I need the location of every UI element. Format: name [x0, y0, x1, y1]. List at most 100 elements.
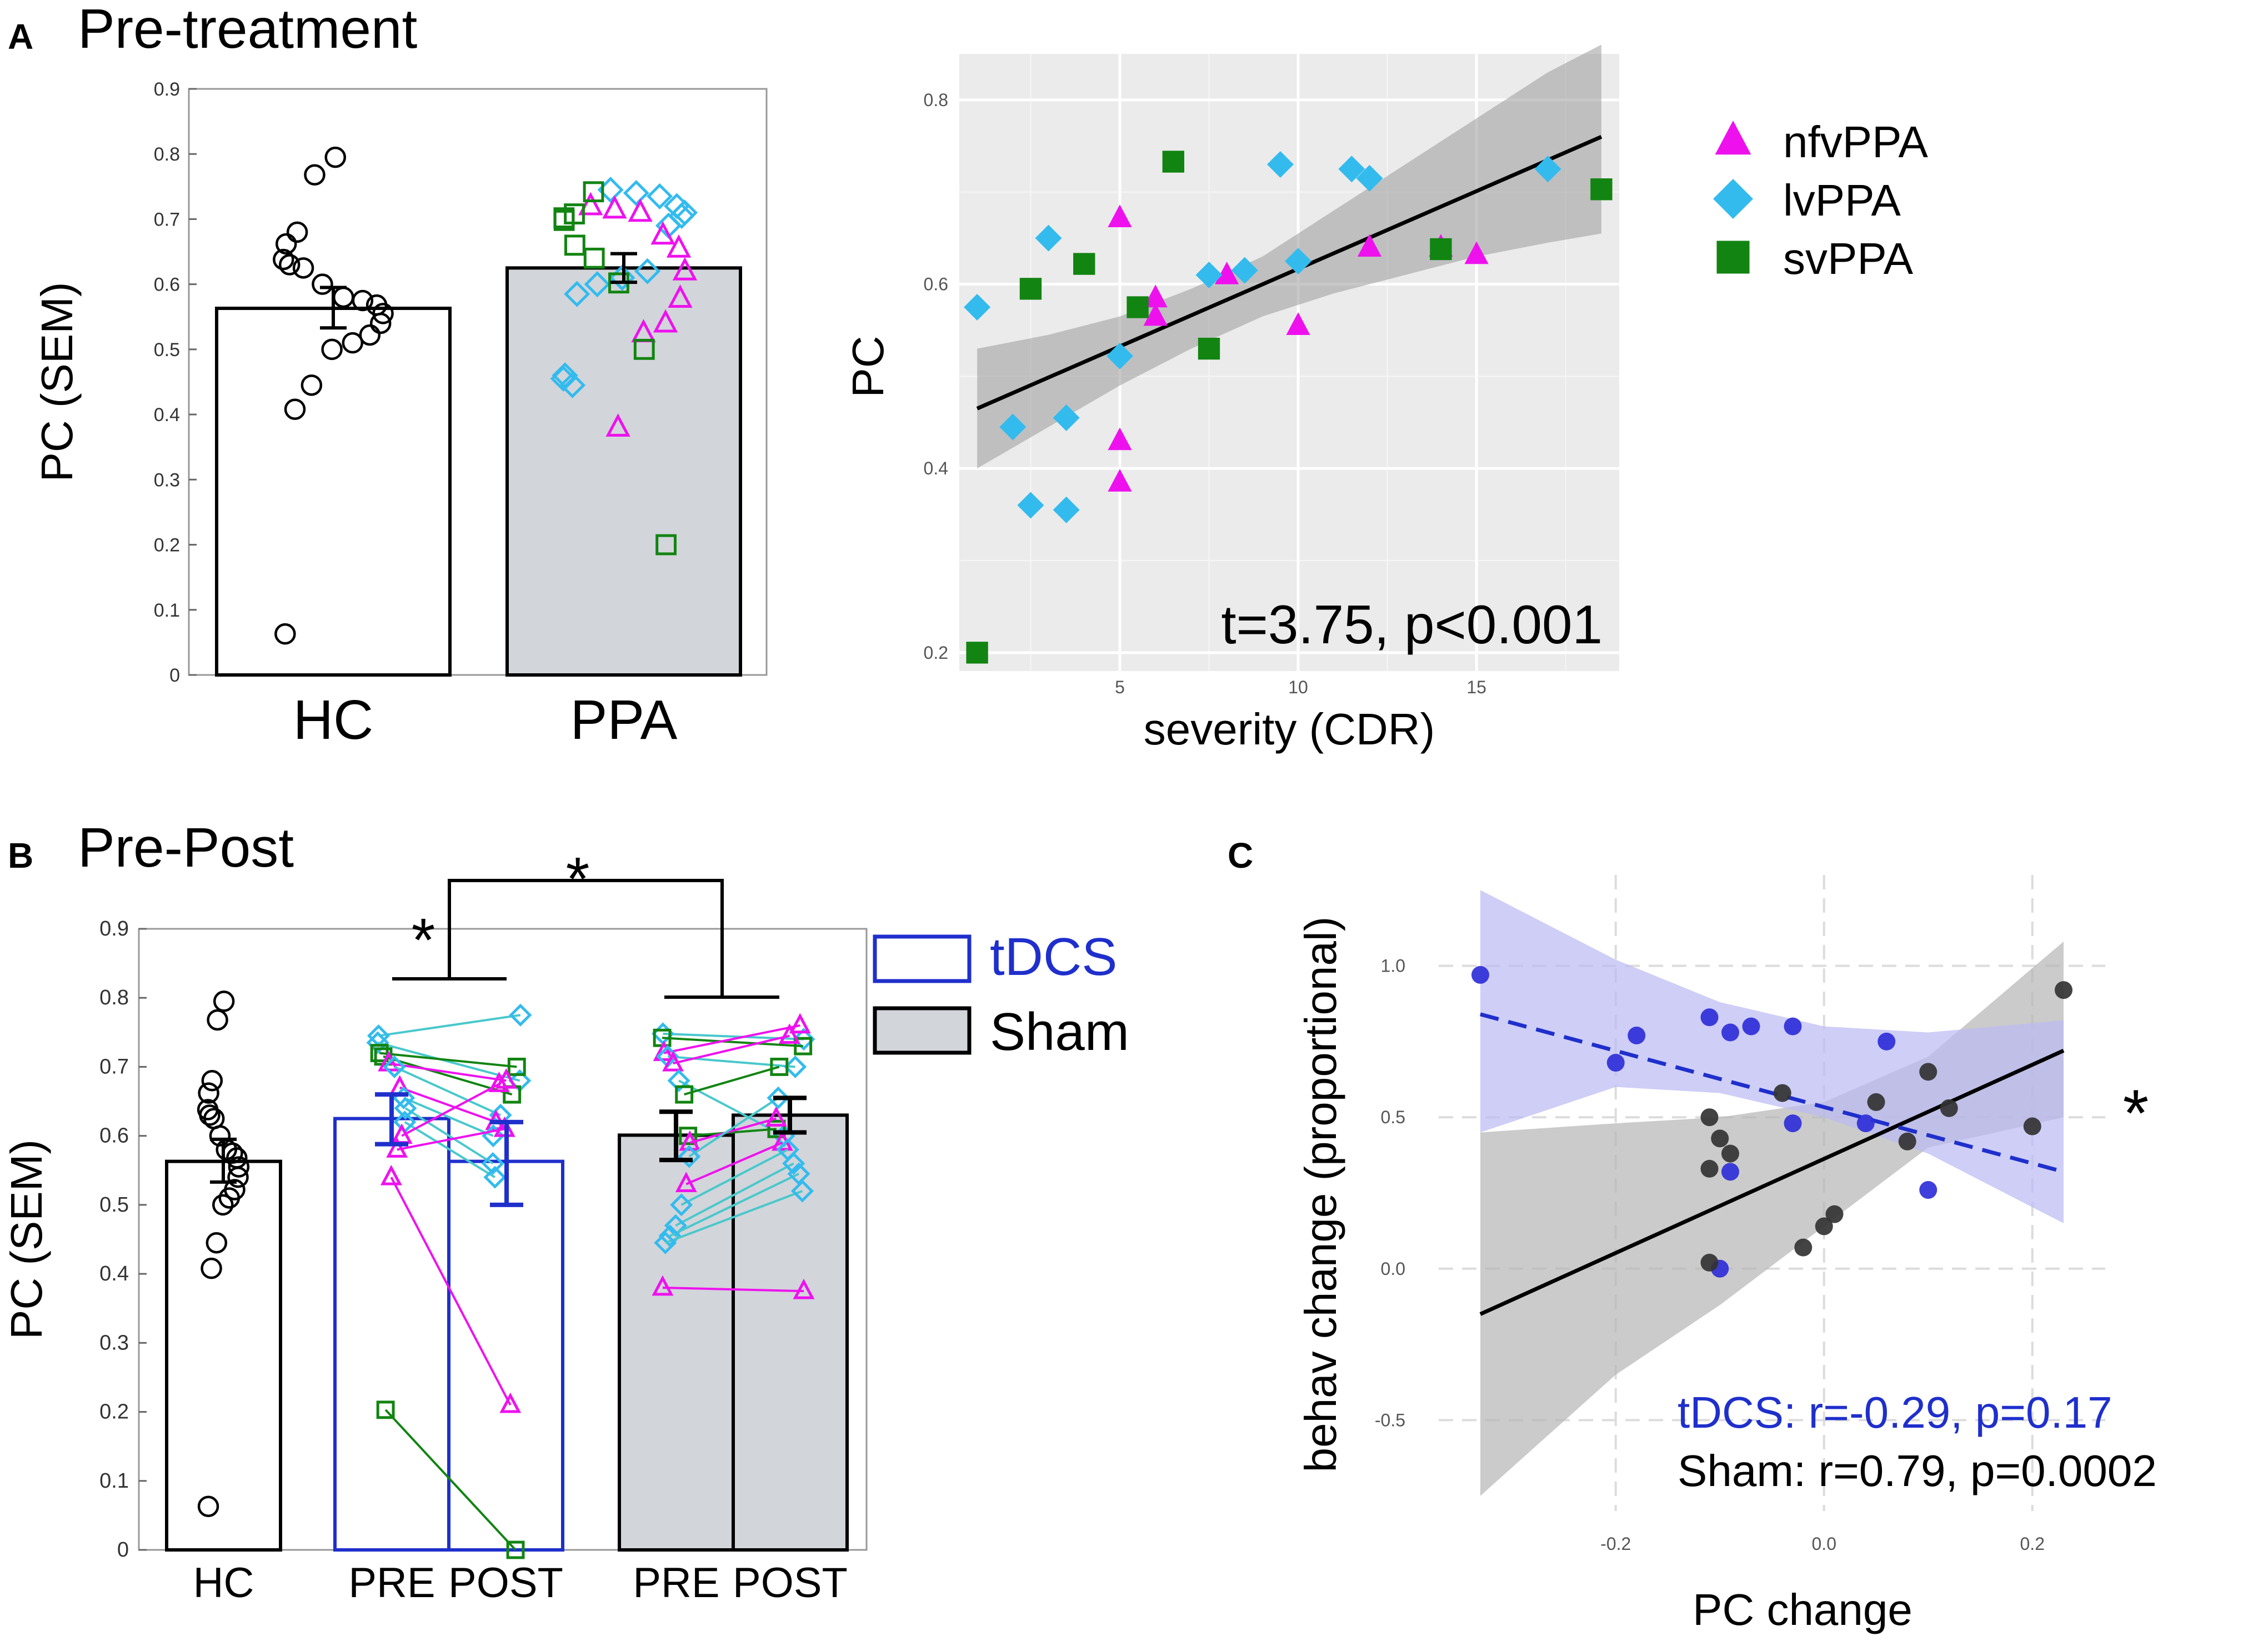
tdcs-pre-point-sv: [370, 1044, 389, 1063]
tdcs-pair-line: [378, 1014, 521, 1037]
hc-point: [292, 257, 314, 279]
hc-point: [274, 623, 296, 645]
point-svPPA: [1430, 238, 1452, 261]
sham-pre-point-sv: [679, 1127, 698, 1145]
point-tdcs: [1700, 1008, 1719, 1027]
tdcs-post-point-nfv: [488, 1072, 510, 1092]
hc-point: [275, 233, 297, 255]
point-nfvPPA: [1464, 241, 1489, 264]
sham-pair-line: [680, 1148, 789, 1206]
point-lvPPA: [1106, 342, 1133, 369]
bar-ppa: [505, 266, 742, 677]
point-tdcs: [1784, 1114, 1802, 1133]
legend-label: nfvPPA: [1783, 117, 1929, 167]
sham-post-point-lv: [792, 1028, 815, 1051]
tdcs-pair-line: [384, 1409, 517, 1551]
sham-pre-point-lv: [670, 1193, 693, 1217]
point-sham: [1711, 1129, 1729, 1148]
point-sham: [1721, 1144, 1739, 1163]
sham-pre-point-nfv: [653, 1040, 675, 1061]
ppa-point-nfv: [650, 221, 675, 245]
point-tdcs: [1856, 1114, 1875, 1133]
point-nfvPPA: [1108, 469, 1132, 492]
x-tick-label: POST: [733, 1559, 848, 1607]
tdcs-post-point-lv: [509, 1003, 532, 1027]
tdcs-pair-line: [404, 1107, 494, 1165]
ppa-point-sv: [553, 209, 575, 231]
tdcs-pair-line: [403, 1097, 494, 1137]
x-axis-label: PC change: [1693, 1585, 1912, 1634]
hc-point: [201, 1257, 222, 1279]
tdcs-pair-line: [388, 1062, 507, 1082]
sham-pair-line: [689, 1117, 777, 1144]
point-svPPA: [1073, 253, 1095, 275]
ppa-point-nfv: [672, 257, 698, 281]
point-lvPPA: [1534, 156, 1561, 183]
ppa-point-lv: [623, 180, 649, 207]
ppa-point-lv: [668, 203, 695, 229]
panel-b-bar-chart: 0 0.1 0.2 0.3 0.4 0.5 0.6 0.7 0.8 0.9 PC (SEM) HC PR…: [2, 845, 1129, 1607]
significance-star: *: [412, 906, 435, 974]
bar-4: [732, 1113, 849, 1552]
panel-a-legend: nfvPPA lvPPA svPPA: [1713, 117, 1929, 283]
sham-pair-line: [685, 1142, 783, 1185]
ppa-point-nfv: [653, 309, 678, 333]
hc-point: [284, 398, 306, 420]
point-tdcs: [1471, 965, 1489, 984]
ppa-point-nfv: [605, 413, 630, 437]
sham-post-point-lv: [782, 1152, 805, 1175]
sham-pair-line: [665, 1190, 803, 1244]
hc-point: [312, 273, 333, 295]
panel-label-a: A: [8, 17, 33, 57]
ppa-point-sv: [583, 181, 604, 203]
tdcs-post-point-lv: [481, 1152, 504, 1175]
hc-point: [213, 990, 235, 1012]
point-lvPPA: [999, 413, 1027, 441]
significance-star: *: [2123, 1076, 2149, 1150]
ppa-point-nfv: [578, 192, 603, 216]
panel-title-a: Pre-treatment: [78, 0, 418, 60]
hc-point: [198, 1082, 219, 1104]
y-tick-label: 0: [117, 1538, 129, 1562]
ppa-point-lv: [564, 281, 590, 307]
legend-key-nfvPPA: [1715, 121, 1751, 155]
sham-pair-line: [662, 1037, 803, 1048]
y-tick-label: 0.6: [154, 274, 180, 296]
ppa-point-lv: [559, 372, 586, 398]
hc-point: [372, 303, 394, 324]
point-sham: [1700, 1253, 1719, 1272]
point-lvPPA: [1053, 496, 1080, 523]
sham-pre-point-lv: [678, 1145, 701, 1168]
x-axis-label: severity (CDR): [1144, 704, 1435, 754]
ppa-point-lv: [647, 183, 673, 209]
hc-point: [197, 1495, 219, 1517]
y-tick-label: 0.6: [924, 274, 948, 294]
bar-3: [618, 1133, 735, 1552]
point-tdcs: [1628, 1026, 1646, 1044]
ppa-point-lv: [584, 271, 610, 298]
stats-annotation-tdcs: tDCS: r=-0.29, p=0.17: [1678, 1388, 2112, 1437]
point-nfvPPA: [1143, 303, 1168, 326]
legend-label-sham: Sham: [990, 1002, 1129, 1062]
point-nfvPPA: [1108, 204, 1132, 227]
point-nfvPPA: [1357, 234, 1382, 257]
x-tick-label: 0.2: [2020, 1534, 2045, 1554]
point-lvPPA: [1356, 164, 1383, 192]
tdcs-pair-line: [401, 1083, 500, 1137]
hc-point: [278, 254, 301, 276]
sham-pre-point-lv: [667, 1069, 690, 1092]
sham-post-point-sv: [794, 1037, 813, 1055]
y-tick-label: 0.5: [1381, 1107, 1405, 1127]
tdcs-pair-line: [399, 1086, 497, 1123]
point-sham: [1867, 1093, 1885, 1111]
panel-a-scatter-chart: 5 10 15 0.2 0.4 0.6 0.8 t=3.75, p<0.001 severity…: [843, 44, 1619, 754]
x-tick-label: PRE: [348, 1559, 435, 1607]
hc-point: [352, 289, 374, 312]
legend-label: svPPA: [1783, 234, 1914, 283]
point-lvPPA: [1017, 492, 1044, 519]
y-tick-label: 0.9: [154, 79, 180, 100]
point-lvPPA: [1035, 224, 1062, 252]
tdcs-pair-line: [397, 1128, 505, 1151]
hc-point: [212, 1194, 234, 1216]
